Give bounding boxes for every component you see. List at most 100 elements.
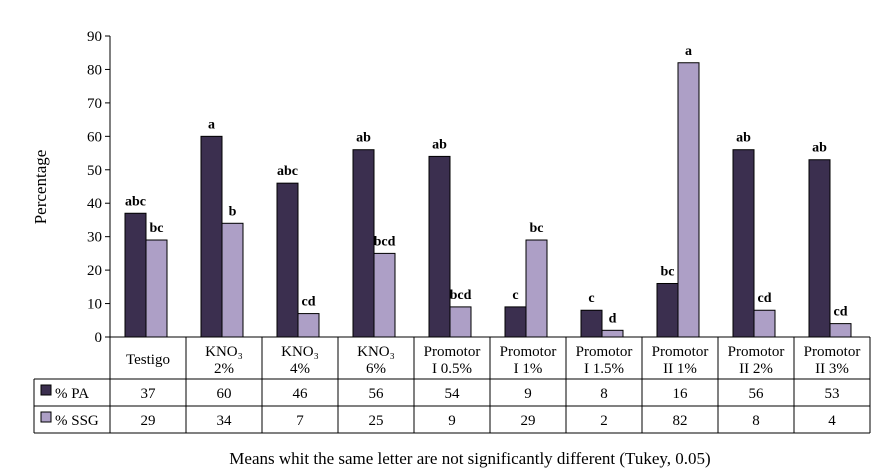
table-value-cell: 16 bbox=[673, 386, 689, 402]
category-label: KNO₃ bbox=[281, 344, 319, 360]
legend-series-name: % PA bbox=[55, 386, 89, 402]
y-tick-label: 20 bbox=[87, 263, 102, 279]
significance-letter: bc bbox=[661, 264, 675, 279]
bar bbox=[276, 182, 299, 338]
bar bbox=[124, 212, 147, 338]
bar bbox=[601, 329, 624, 338]
y-tick-label: 30 bbox=[87, 230, 102, 246]
category-label: II 1% bbox=[663, 361, 697, 377]
bar bbox=[677, 62, 700, 338]
footnote: Means whit the same letter are not signi… bbox=[229, 449, 710, 468]
category-label: Testigo bbox=[126, 352, 170, 368]
significance-letter: abc bbox=[125, 194, 146, 209]
significance-letter: cd bbox=[302, 295, 316, 310]
bar bbox=[504, 306, 527, 338]
category-label: I 0.5% bbox=[432, 361, 472, 377]
table-value-cell: 34 bbox=[217, 413, 233, 429]
bar bbox=[580, 309, 603, 338]
significance-letter: ab bbox=[812, 141, 827, 156]
y-tick-label: 70 bbox=[87, 96, 102, 112]
bar bbox=[656, 282, 679, 338]
table-value-cell: 8 bbox=[752, 413, 760, 429]
category-label: Promotor bbox=[652, 344, 709, 360]
significance-letter: b bbox=[229, 204, 237, 219]
bar-layer bbox=[124, 62, 852, 338]
table-value-cell: 56 bbox=[369, 386, 385, 402]
significance-letter: c bbox=[588, 291, 594, 306]
category-label: Promotor bbox=[728, 344, 785, 360]
y-tick-label: 80 bbox=[87, 62, 102, 78]
table-value-cell: 4 bbox=[828, 413, 836, 429]
significance-letter: ab bbox=[356, 131, 371, 146]
bar bbox=[352, 149, 375, 338]
significance-letter: d bbox=[609, 311, 617, 326]
category-label: II 2% bbox=[739, 361, 773, 377]
table-value-cell: 53 bbox=[825, 386, 840, 402]
bar bbox=[428, 155, 451, 338]
category-label: II 3% bbox=[815, 361, 849, 377]
table-value-cell: 9 bbox=[524, 386, 532, 402]
y-tick-label: 50 bbox=[87, 163, 102, 179]
significance-letter: bcd bbox=[374, 234, 396, 249]
legend-swatch bbox=[40, 411, 52, 423]
category-label: KNO₃ bbox=[205, 344, 243, 360]
table-value-cell: 29 bbox=[141, 413, 156, 429]
bar bbox=[753, 309, 776, 338]
significance-letter: abc bbox=[277, 164, 298, 179]
legend-swatch bbox=[40, 384, 52, 396]
category-label: I 1% bbox=[514, 361, 543, 377]
bar bbox=[525, 239, 548, 338]
table-value-cell: 37 bbox=[141, 386, 157, 402]
bar bbox=[732, 149, 755, 338]
table-value-cell: 2 bbox=[600, 413, 608, 429]
bar bbox=[145, 239, 168, 338]
category-label: 4% bbox=[290, 361, 310, 377]
category-label: 6% bbox=[366, 361, 386, 377]
significance-letter: a bbox=[685, 44, 692, 59]
category-label: I 1.5% bbox=[584, 361, 624, 377]
y-tick-label: 90 bbox=[87, 29, 102, 45]
table-value-cell: 29 bbox=[521, 413, 536, 429]
y-tick-label: 0 bbox=[95, 330, 103, 346]
table-value-cell: 8 bbox=[600, 386, 608, 402]
bar bbox=[829, 323, 852, 338]
bar bbox=[449, 306, 472, 338]
significance-letter: bc bbox=[530, 221, 544, 236]
table-value-cell: 25 bbox=[369, 413, 384, 429]
significance-letter: bcd bbox=[450, 288, 472, 303]
significance-letter: c bbox=[512, 288, 518, 303]
table-value-cell: 7 bbox=[296, 413, 304, 429]
category-label: KNO₃ bbox=[357, 344, 395, 360]
table-value-cell: 56 bbox=[749, 386, 765, 402]
bar bbox=[297, 313, 320, 338]
category-label: Promotor bbox=[576, 344, 633, 360]
y-tick-label: 40 bbox=[87, 196, 102, 212]
table-value-cell: 60 bbox=[217, 386, 232, 402]
category-label: Promotor bbox=[500, 344, 557, 360]
bar bbox=[200, 135, 223, 338]
bar bbox=[373, 252, 396, 338]
table-value-cell: 46 bbox=[293, 386, 309, 402]
significance-letter: cd bbox=[834, 305, 848, 320]
significance-letter: a bbox=[208, 117, 215, 132]
significance-letter: cd bbox=[758, 291, 772, 306]
legend-series-name: % SSG bbox=[55, 413, 99, 429]
table-value-cell: 54 bbox=[445, 386, 461, 402]
table-value-cell: 9 bbox=[448, 413, 456, 429]
table-value-cell: 82 bbox=[673, 413, 688, 429]
axis-layer: 0 10 20 30 40 50 60 70 80 90 bbox=[87, 29, 111, 346]
bar bbox=[221, 222, 244, 338]
category-label: 2% bbox=[214, 361, 234, 377]
bar bbox=[808, 159, 831, 338]
y-axis-label: Percentage bbox=[31, 150, 50, 225]
y-tick-label: 10 bbox=[87, 297, 102, 313]
significance-letter: ab bbox=[736, 131, 751, 146]
y-tick-label: 60 bbox=[87, 129, 102, 145]
significance-letter: bc bbox=[150, 221, 164, 236]
category-label: Promotor bbox=[424, 344, 481, 360]
category-label: Promotor bbox=[804, 344, 861, 360]
significance-letter: ab bbox=[432, 137, 447, 152]
